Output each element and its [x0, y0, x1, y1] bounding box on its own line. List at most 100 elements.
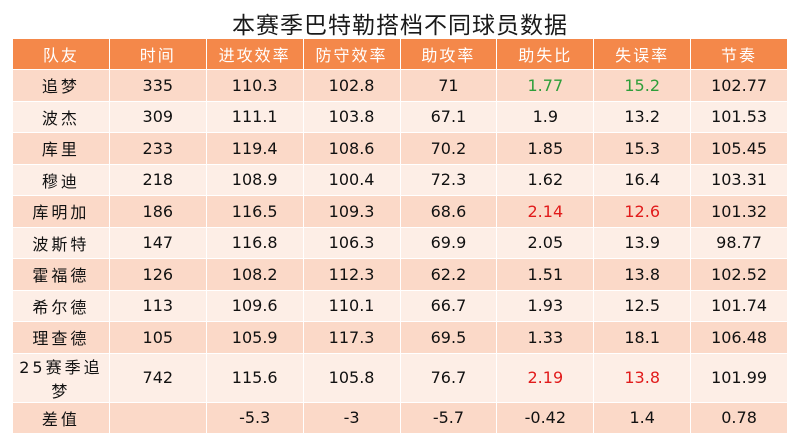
table-row: 穆迪 218 108.9 100.4 72.3 1.62 16.4 103.31 [12, 163, 788, 196]
column-header: 失误率 [593, 38, 692, 70]
stat-cell: 71 [399, 69, 498, 102]
player-name-cell: 追梦 [12, 69, 110, 102]
stat-cell: 72.3 [399, 163, 498, 196]
player-name-cell: 库明加 [12, 195, 110, 228]
player-name-cell: 希尔德 [12, 289, 110, 322]
column-header: 节奏 [690, 38, 788, 70]
stat-cell: 1.51 [496, 258, 595, 291]
column-header: 助失比 [496, 38, 595, 70]
player-name-cell: 差值 [12, 401, 110, 434]
stat-cell: 110.1 [302, 289, 401, 322]
stat-cell: 13.8 [593, 352, 692, 403]
table-row: 霍福德 126 108.2 112.3 62.2 1.51 13.8 102.52 [12, 258, 788, 291]
player-name-cell: 波杰 [12, 100, 110, 133]
stat-cell: 103.8 [302, 100, 401, 133]
stat-cell: 115.6 [205, 352, 304, 403]
stat-cell: 335 [108, 69, 207, 102]
stat-cell: 2.14 [496, 195, 595, 228]
player-name-cell: 穆迪 [12, 163, 110, 196]
stat-cell: 1.9 [496, 100, 595, 133]
stat-cell: 2.19 [496, 352, 595, 403]
stat-cell: 69.9 [399, 226, 498, 259]
stat-cell: 101.53 [690, 100, 788, 133]
stat-cell: 116.5 [205, 195, 304, 228]
player-name-cell: 波斯特 [12, 226, 110, 259]
stat-cell: 13.9 [593, 226, 692, 259]
stat-cell: 62.2 [399, 258, 498, 291]
player-name-cell: 库里 [12, 132, 110, 165]
stat-cell: 1.33 [496, 321, 595, 354]
stat-cell: 70.2 [399, 132, 498, 165]
stat-cell: 1.77 [496, 69, 595, 102]
stat-cell: 233 [108, 132, 207, 165]
stat-cell: 18.1 [593, 321, 692, 354]
stat-cell: 101.74 [690, 289, 788, 322]
stat-cell: 116.8 [205, 226, 304, 259]
stat-cell: 1.93 [496, 289, 595, 322]
stat-cell: 16.4 [593, 163, 692, 196]
stat-cell: 12.6 [593, 195, 692, 228]
table-header-row: 队友 时间 进攻效率 防守效率 助攻率 助失比 失误率 节奏 [12, 38, 788, 70]
stat-cell: 12.5 [593, 289, 692, 322]
stat-cell: 186 [108, 195, 207, 228]
table-row: 希尔德 113 109.6 110.1 66.7 1.93 12.5 101.74 [12, 289, 788, 322]
stat-cell: 117.3 [302, 321, 401, 354]
stat-cell: 1.4 [593, 401, 692, 434]
stat-cell: 105.9 [205, 321, 304, 354]
stat-cell: 108.2 [205, 258, 304, 291]
stat-cell: 101.99 [690, 352, 788, 403]
column-header: 助攻率 [399, 38, 498, 70]
stat-cell: 110.3 [205, 69, 304, 102]
table-row: 追梦 335 110.3 102.8 71 1.77 15.2 102.77 [12, 69, 788, 102]
stat-cell: 105.45 [690, 132, 788, 165]
stat-cell: 13.2 [593, 100, 692, 133]
stat-cell: 113 [108, 289, 207, 322]
stat-cell: 66.7 [399, 289, 498, 322]
stat-cell: 15.2 [593, 69, 692, 102]
stat-cell: 67.1 [399, 100, 498, 133]
player-name-cell: 25赛季追梦 [12, 352, 110, 403]
stat-cell: -5.3 [205, 401, 304, 434]
stat-cell: -3 [302, 401, 401, 434]
stat-cell: 126 [108, 258, 207, 291]
stat-cell: 119.4 [205, 132, 304, 165]
stat-cell: 103.31 [690, 163, 788, 196]
stat-cell: 105.8 [302, 352, 401, 403]
stat-cell: 76.7 [399, 352, 498, 403]
stats-table: 队友 时间 进攻效率 防守效率 助攻率 助失比 失误率 节奏 追梦 335 110.3 102.8 7… [12, 38, 788, 434]
stat-cell: 98.77 [690, 226, 788, 259]
stat-cell: 106.48 [690, 321, 788, 354]
column-header: 进攻效率 [205, 38, 304, 70]
stat-cell: 2.05 [496, 226, 595, 259]
table-row: 库里 233 119.4 108.6 70.2 1.85 15.3 105.45 [12, 132, 788, 165]
stat-cell: 147 [108, 226, 207, 259]
stat-cell [108, 401, 207, 434]
stat-cell: 69.5 [399, 321, 498, 354]
stat-cell: 102.77 [690, 69, 788, 102]
stat-cell: 1.62 [496, 163, 595, 196]
page-title: 本赛季巴特勒搭档不同球员数据 [232, 13, 568, 39]
table-row: 库明加 186 116.5 109.3 68.6 2.14 12.6 101.32 [12, 195, 788, 228]
stat-cell: 100.4 [302, 163, 401, 196]
table-row: 差值 -5.3 -3 -5.7 -0.42 1.4 0.78 [12, 401, 788, 434]
table-row: 理查德 105 105.9 117.3 69.5 1.33 18.1 106.48 [12, 321, 788, 354]
stat-cell: 108.9 [205, 163, 304, 196]
column-header: 防守效率 [302, 38, 401, 70]
table-row: 波斯特 147 116.8 106.3 69.9 2.05 13.9 98.77 [12, 226, 788, 259]
stat-cell: 111.1 [205, 100, 304, 133]
player-name-cell: 理查德 [12, 321, 110, 354]
stat-cell: 105 [108, 321, 207, 354]
stat-cell: -5.7 [399, 401, 498, 434]
stat-cell: 109.6 [205, 289, 304, 322]
stat-cell: 742 [108, 352, 207, 403]
stat-cell: 1.85 [496, 132, 595, 165]
stat-cell: 108.6 [302, 132, 401, 165]
player-name-cell: 霍福德 [12, 258, 110, 291]
stat-cell: 109.3 [302, 195, 401, 228]
table-row: 波杰 309 111.1 103.8 67.1 1.9 13.2 101.53 [12, 100, 788, 133]
stat-cell: 106.3 [302, 226, 401, 259]
stat-cell: 309 [108, 100, 207, 133]
stat-cell: 102.52 [690, 258, 788, 291]
stat-cell: 0.78 [690, 401, 788, 434]
column-header: 时间 [108, 38, 207, 70]
